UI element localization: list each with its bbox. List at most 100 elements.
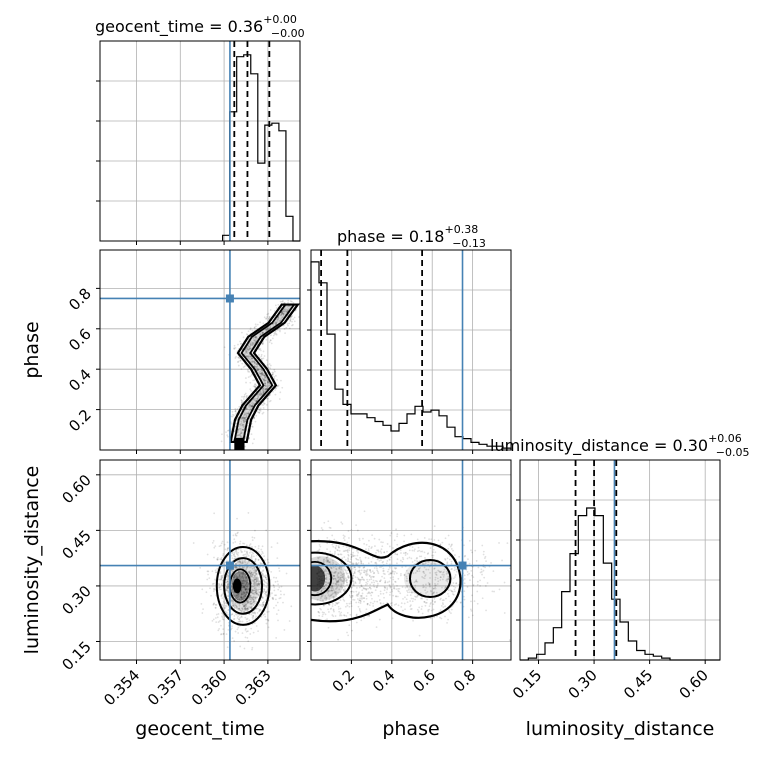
sample-point [481,573,483,576]
sample-point [261,373,263,376]
sample-point [355,614,358,617]
sample-point [389,576,392,579]
sample-point [399,549,402,552]
sample-point [374,545,376,547]
sample-point [264,376,267,378]
sample-point [249,344,252,347]
sample-point [253,566,256,568]
sample-point [209,587,211,590]
sample-point [328,589,331,592]
sample-point [472,583,475,586]
sample-point [224,610,227,613]
sample-point [253,360,256,363]
sample-point [343,579,346,582]
sample-point [259,410,262,412]
sample-point [391,571,394,574]
sample-point [359,610,362,613]
sample-point [252,614,255,617]
sample-point [390,604,393,607]
sample-point [244,603,247,606]
sample-point [280,311,283,314]
sample-point [337,546,340,549]
sample-point [232,604,234,607]
sample-point [378,538,381,541]
sample-point [233,578,236,581]
contour-level [215,546,271,626]
sample-point [253,578,256,581]
sample-point [414,584,417,587]
sample-point [376,567,378,570]
sample-point [424,575,426,577]
sample-point [214,545,217,548]
sample-point [403,573,406,576]
sample-point [333,574,336,577]
sample-point [253,591,256,594]
sample-point [254,386,257,389]
sample-point [253,362,256,365]
sample-point [336,574,339,577]
sample-point [448,558,451,561]
sample-point [375,586,378,589]
sample-point [255,384,258,387]
sample-point [434,584,436,587]
sample-point [406,580,409,582]
sample-point [244,586,247,588]
sample-point [273,375,276,378]
panel-frame [519,459,721,661]
sample-point [432,592,435,595]
sample-point [248,347,251,350]
sample-point [418,567,420,570]
sample-point [360,562,363,565]
sample-point [233,551,236,554]
sample-point [445,570,448,573]
sample-point [420,597,422,600]
sample-point [248,357,251,360]
sample-point [450,590,453,593]
sample-point [332,615,335,618]
sample-point [253,583,255,586]
sample-point [325,597,328,600]
sample-point [440,605,443,607]
sample-point [266,313,269,316]
sample-point [243,610,245,613]
sample-point [359,602,362,605]
sample-point [476,583,479,586]
sample-point [357,559,360,561]
hist-panel-phase [307,249,512,454]
hist-panel-luminosity-distance [516,459,721,664]
sample-point [338,566,341,569]
sample-point [257,573,260,576]
sample-point [235,604,237,607]
sample-point [317,556,319,559]
sample-point [332,574,335,577]
sample-point [394,571,396,573]
sample-point [336,602,338,605]
sample-point [261,373,264,375]
sample-point [237,595,240,598]
sample-point [324,595,327,597]
sample-point [259,321,262,324]
sample-point [222,553,225,555]
sample-point [249,600,252,603]
sample-point [276,601,279,604]
sample-point [241,607,243,610]
sample-point [243,542,246,545]
sample-point [265,581,267,584]
sample-point [351,590,353,593]
sample-point [226,581,228,583]
sample-point [401,560,404,563]
sample-point [234,573,237,575]
sample-point [320,589,323,591]
sample-point [323,611,326,614]
sample-point [260,374,263,376]
sample-point [284,307,287,310]
sample-point [451,543,453,546]
sample-point [282,601,284,604]
sample-point [409,586,412,588]
sample-point [240,368,243,371]
sample-point [265,338,268,341]
panel-frame [99,249,301,451]
sample-point [334,583,337,586]
sample-point [225,588,228,591]
sample-point [216,568,219,570]
